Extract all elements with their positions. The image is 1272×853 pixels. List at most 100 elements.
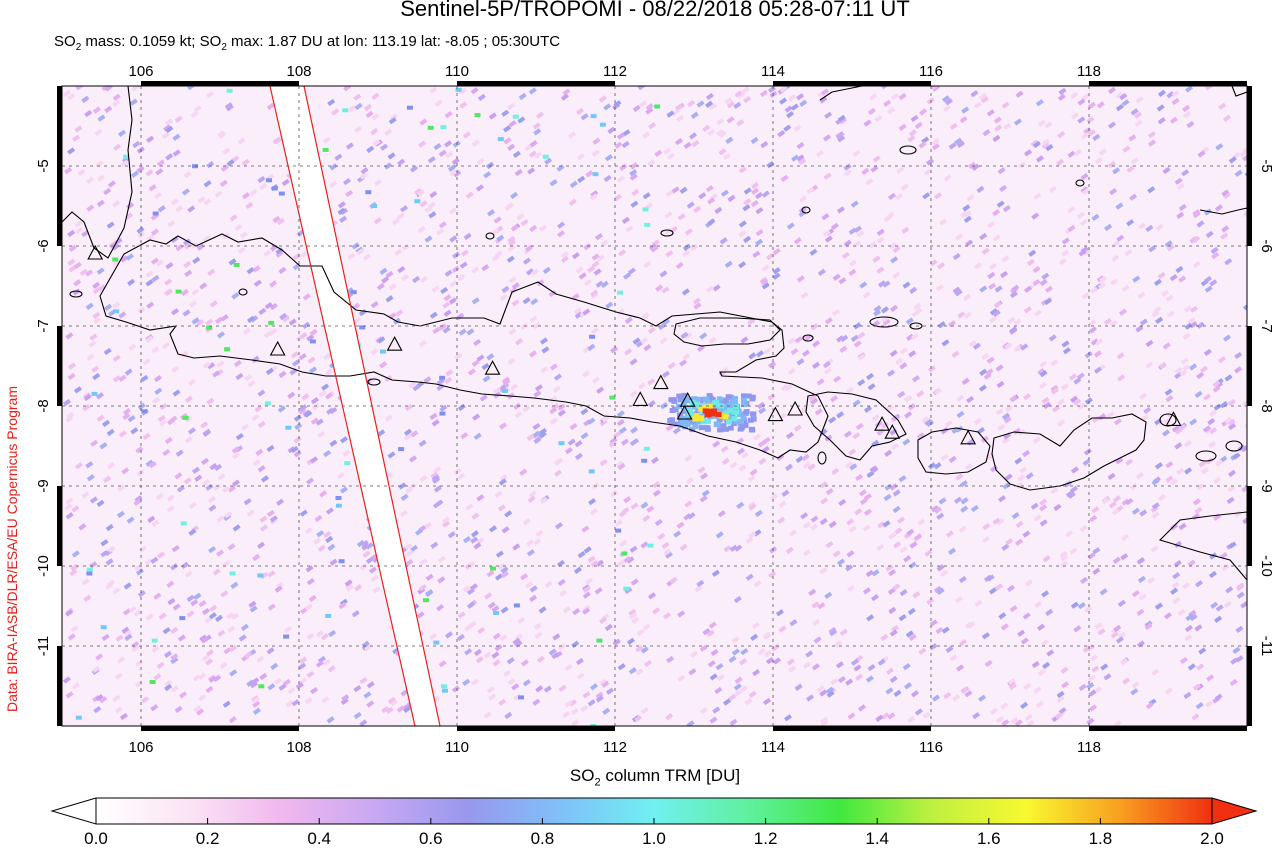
so2-pixel <box>885 404 894 412</box>
so2-pixel <box>1166 91 1175 99</box>
so2-pixel <box>1137 291 1146 299</box>
so2-pixel <box>1007 677 1016 686</box>
so2-pixel <box>403 705 412 713</box>
so2-pixel <box>831 308 841 317</box>
so2-pixel <box>456 633 465 642</box>
so2-pixel <box>1228 469 1237 478</box>
so2-pixel <box>427 125 434 130</box>
so2-pixel <box>1173 559 1182 568</box>
so2-pixel <box>345 189 354 198</box>
so2-pixel <box>1065 530 1074 538</box>
so2-pixel <box>1088 319 1097 327</box>
so2-pixel <box>1082 187 1091 195</box>
so2-pixel <box>533 432 542 441</box>
so2-pixel <box>1169 478 1178 486</box>
so2-pixel <box>172 389 181 397</box>
so2-pixel <box>473 338 482 347</box>
so2-pixel <box>1244 421 1247 429</box>
so2-pixel <box>591 260 600 269</box>
so2-pixel <box>1120 658 1129 666</box>
so2-pixel <box>395 309 404 317</box>
colorbar-under-arrow <box>50 797 97 825</box>
so2-pixel <box>271 186 278 191</box>
so2-pixel <box>112 587 121 595</box>
so2-pixel <box>457 611 466 619</box>
so2-pixel <box>95 653 104 661</box>
so2-pixel <box>790 103 799 111</box>
so2-pixel <box>359 676 368 685</box>
so2-pixel <box>933 387 942 396</box>
so2-pixel <box>1182 104 1191 113</box>
so2-pixel <box>1003 432 1012 440</box>
so2-pixel <box>1121 533 1130 542</box>
so2-pixel <box>499 293 508 302</box>
so2-pixel <box>108 241 117 249</box>
so2-pixel <box>800 291 809 300</box>
so2-pixel <box>414 199 421 204</box>
so2-pixel <box>277 405 286 413</box>
so2-plume-pixel <box>677 422 684 428</box>
so2-pixel <box>604 623 613 632</box>
so2-pixel <box>807 463 816 471</box>
so2-pixel <box>881 421 890 429</box>
so2-pixel <box>92 372 101 381</box>
so2-pixel <box>1243 302 1247 311</box>
so2-plume-pixel <box>676 393 683 399</box>
so2-pixel <box>677 674 686 683</box>
so2-pixel <box>740 451 749 460</box>
so2-pixel <box>390 699 399 707</box>
so2-pixel <box>288 318 297 326</box>
so2-pixel <box>843 163 852 171</box>
so2-pixel <box>798 157 807 166</box>
so2-pixel <box>714 206 723 215</box>
so2-pixel <box>679 543 688 552</box>
so2-pixel <box>193 592 202 600</box>
so2-pixel <box>266 102 275 111</box>
so2-pixel <box>728 693 737 702</box>
so2-pixel <box>561 250 570 259</box>
triangle-icon <box>386 336 403 351</box>
so2-pixel <box>1155 602 1164 610</box>
so2-pixel <box>470 87 479 95</box>
so2-pixel <box>620 438 630 446</box>
so2-pixel <box>841 251 850 259</box>
so2-pixel <box>600 280 609 289</box>
so2-pixel <box>172 133 181 141</box>
so2-pixel <box>1206 674 1215 682</box>
island-2 <box>69 290 83 298</box>
so2-pixel <box>554 469 563 477</box>
so2-plume-pixel <box>706 411 712 417</box>
so2-pixel <box>1182 332 1191 340</box>
so2-pixel <box>564 446 573 455</box>
so2-pixel <box>729 718 738 726</box>
so2-pixel <box>1009 394 1018 403</box>
so2-pixel <box>577 175 586 183</box>
so2-pixel <box>558 684 567 692</box>
so2-pixel <box>1183 305 1192 313</box>
so2-pixel <box>417 225 426 234</box>
so2-pixel <box>112 694 121 703</box>
so2-pixel <box>359 172 368 180</box>
so2-pixel-field <box>62 86 1247 726</box>
so2-pixel <box>709 673 718 681</box>
so2-pixel <box>1002 204 1011 213</box>
so2-pixel <box>590 683 599 691</box>
so2-pixel <box>1110 278 1119 286</box>
so2-plume-pixel <box>704 399 711 404</box>
so2-pixel <box>145 459 154 467</box>
so2-pixel <box>601 415 610 423</box>
so2-pixel <box>1229 678 1238 687</box>
so2-pixel <box>304 603 313 611</box>
so2-pixel <box>68 244 77 252</box>
so2-plume-pixel <box>694 410 701 416</box>
so2-plume-pixel <box>697 416 704 421</box>
so2-pixel <box>798 195 807 203</box>
frame-tick-marks <box>57 81 1252 731</box>
so2-pixel <box>892 271 901 280</box>
so2-pixel <box>448 207 457 215</box>
so2-pixel <box>684 454 693 463</box>
so2-pixel <box>329 180 338 188</box>
so2-pixel <box>327 665 336 673</box>
so2-pixel <box>1056 690 1065 699</box>
so2-pixel <box>224 510 233 519</box>
